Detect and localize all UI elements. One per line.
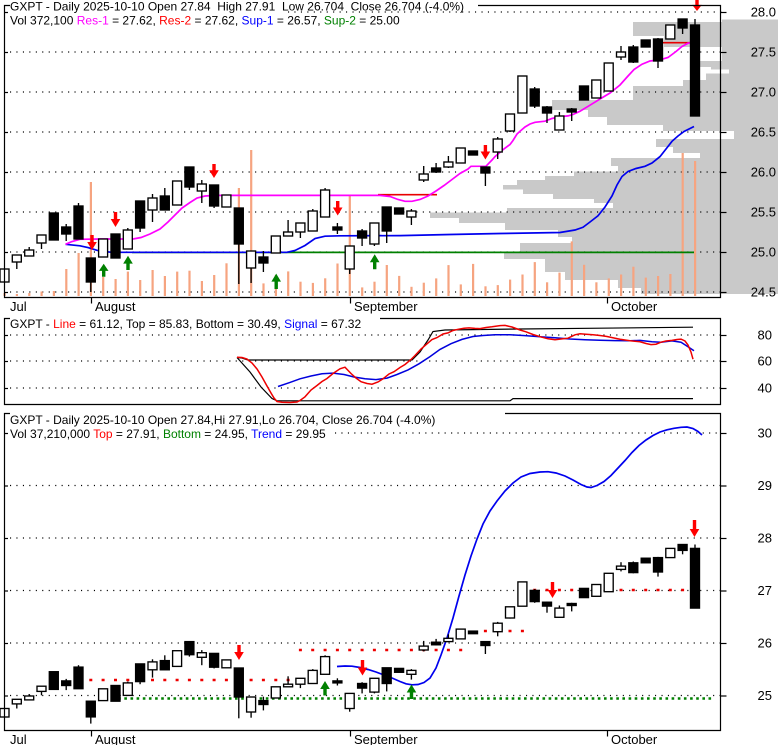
svg-text:GXPT - Daily 2025-10-10 Open 2: GXPT - Daily 2025-10-10 Open 27.84,Hi 27…	[10, 413, 435, 427]
svg-text:26.5: 26.5	[751, 125, 776, 140]
svg-text:Jul: Jul	[10, 732, 27, 745]
svg-text:27.0: 27.0	[751, 85, 776, 100]
svg-text:26: 26	[758, 636, 772, 651]
svg-text:28: 28	[758, 531, 772, 546]
svg-text:25.5: 25.5	[751, 205, 776, 220]
svg-text:Vol 37,210,000 Top = 27.91, Bo: Vol 37,210,000 Top = 27.91, Bottom = 24.…	[10, 427, 326, 441]
svg-text:GXPT - Line = 61.12, Top = 85.: GXPT - Line = 61.12, Top = 85.83, Bottom…	[10, 317, 361, 331]
svg-text:September: September	[354, 299, 418, 314]
svg-text:27: 27	[758, 583, 772, 598]
svg-text:25: 25	[758, 688, 772, 703]
svg-text:24.5: 24.5	[751, 285, 776, 300]
svg-text:October: October	[611, 732, 658, 745]
svg-text:29: 29	[758, 478, 772, 493]
svg-text:August: August	[95, 299, 136, 314]
svg-text:GXPT - Daily 2025-10-10 Open 2: GXPT - Daily 2025-10-10 Open 27.84 High …	[10, 0, 464, 14]
svg-text:28.0: 28.0	[751, 5, 776, 20]
svg-text:August: August	[95, 732, 136, 745]
svg-text:60: 60	[758, 354, 772, 369]
svg-text:Jul: Jul	[10, 299, 27, 314]
svg-text:80: 80	[758, 328, 772, 343]
svg-text:September: September	[354, 732, 418, 745]
svg-text:27.5: 27.5	[751, 45, 776, 60]
svg-text:25.0: 25.0	[751, 245, 776, 260]
svg-text:Vol 372,100 Res-1 = 27.62, Res: Vol 372,100 Res-1 = 27.62, Res-2 = 27.62…	[10, 14, 400, 28]
svg-text:30: 30	[758, 426, 772, 441]
svg-text:26.0: 26.0	[751, 165, 776, 180]
svg-text:October: October	[611, 299, 658, 314]
svg-text:40: 40	[758, 381, 772, 396]
